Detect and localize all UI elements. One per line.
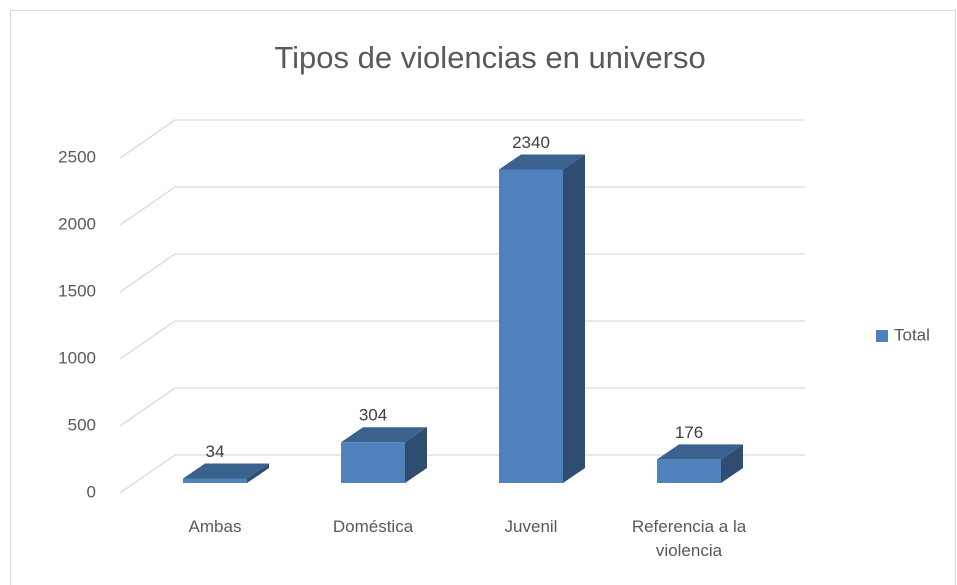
bar-top <box>499 154 585 170</box>
value-label: 34 <box>206 442 225 461</box>
chart-title: Tipos de violencias en universo <box>274 40 705 75</box>
y-tick-label: 0 <box>87 482 96 501</box>
x-tick-label: Juvenil <box>504 517 558 536</box>
x-tick-label: Doméstica <box>332 517 414 536</box>
bar <box>183 463 269 483</box>
bar-front <box>341 442 405 483</box>
y-tick-label: 500 <box>68 415 96 434</box>
grid-line <box>119 253 805 293</box>
y-tick-label: 2500 <box>58 147 96 166</box>
bar-side <box>721 444 743 483</box>
bar-side <box>563 154 585 483</box>
y-tick-label: 2000 <box>58 214 96 233</box>
grid-line <box>119 186 805 226</box>
x-tick-label: Referencia a la violencia <box>631 517 747 560</box>
chart-border <box>10 10 956 585</box>
grid-line <box>119 320 805 360</box>
grid-line <box>119 387 805 427</box>
legend-label: Total <box>894 325 930 344</box>
y-tick-label: 1000 <box>58 348 96 367</box>
x-tick-label: Ambas <box>188 517 242 536</box>
bar-top <box>183 463 269 479</box>
bar-top <box>657 444 743 460</box>
bar-front <box>657 459 721 483</box>
bar-side <box>247 463 269 483</box>
bar-top <box>341 427 427 443</box>
bar-front <box>499 169 563 483</box>
value-label: 304 <box>359 406 387 425</box>
legend-swatch <box>876 330 888 342</box>
bar <box>499 154 585 483</box>
grid-line <box>119 119 805 159</box>
value-label: 2340 <box>512 133 550 152</box>
bar-front <box>183 478 247 483</box>
y-tick-label: 1500 <box>58 281 96 300</box>
value-label: 176 <box>675 423 703 442</box>
grid-line <box>119 454 805 494</box>
bar <box>341 427 427 483</box>
bar-side <box>405 427 427 483</box>
bar <box>657 444 743 483</box>
